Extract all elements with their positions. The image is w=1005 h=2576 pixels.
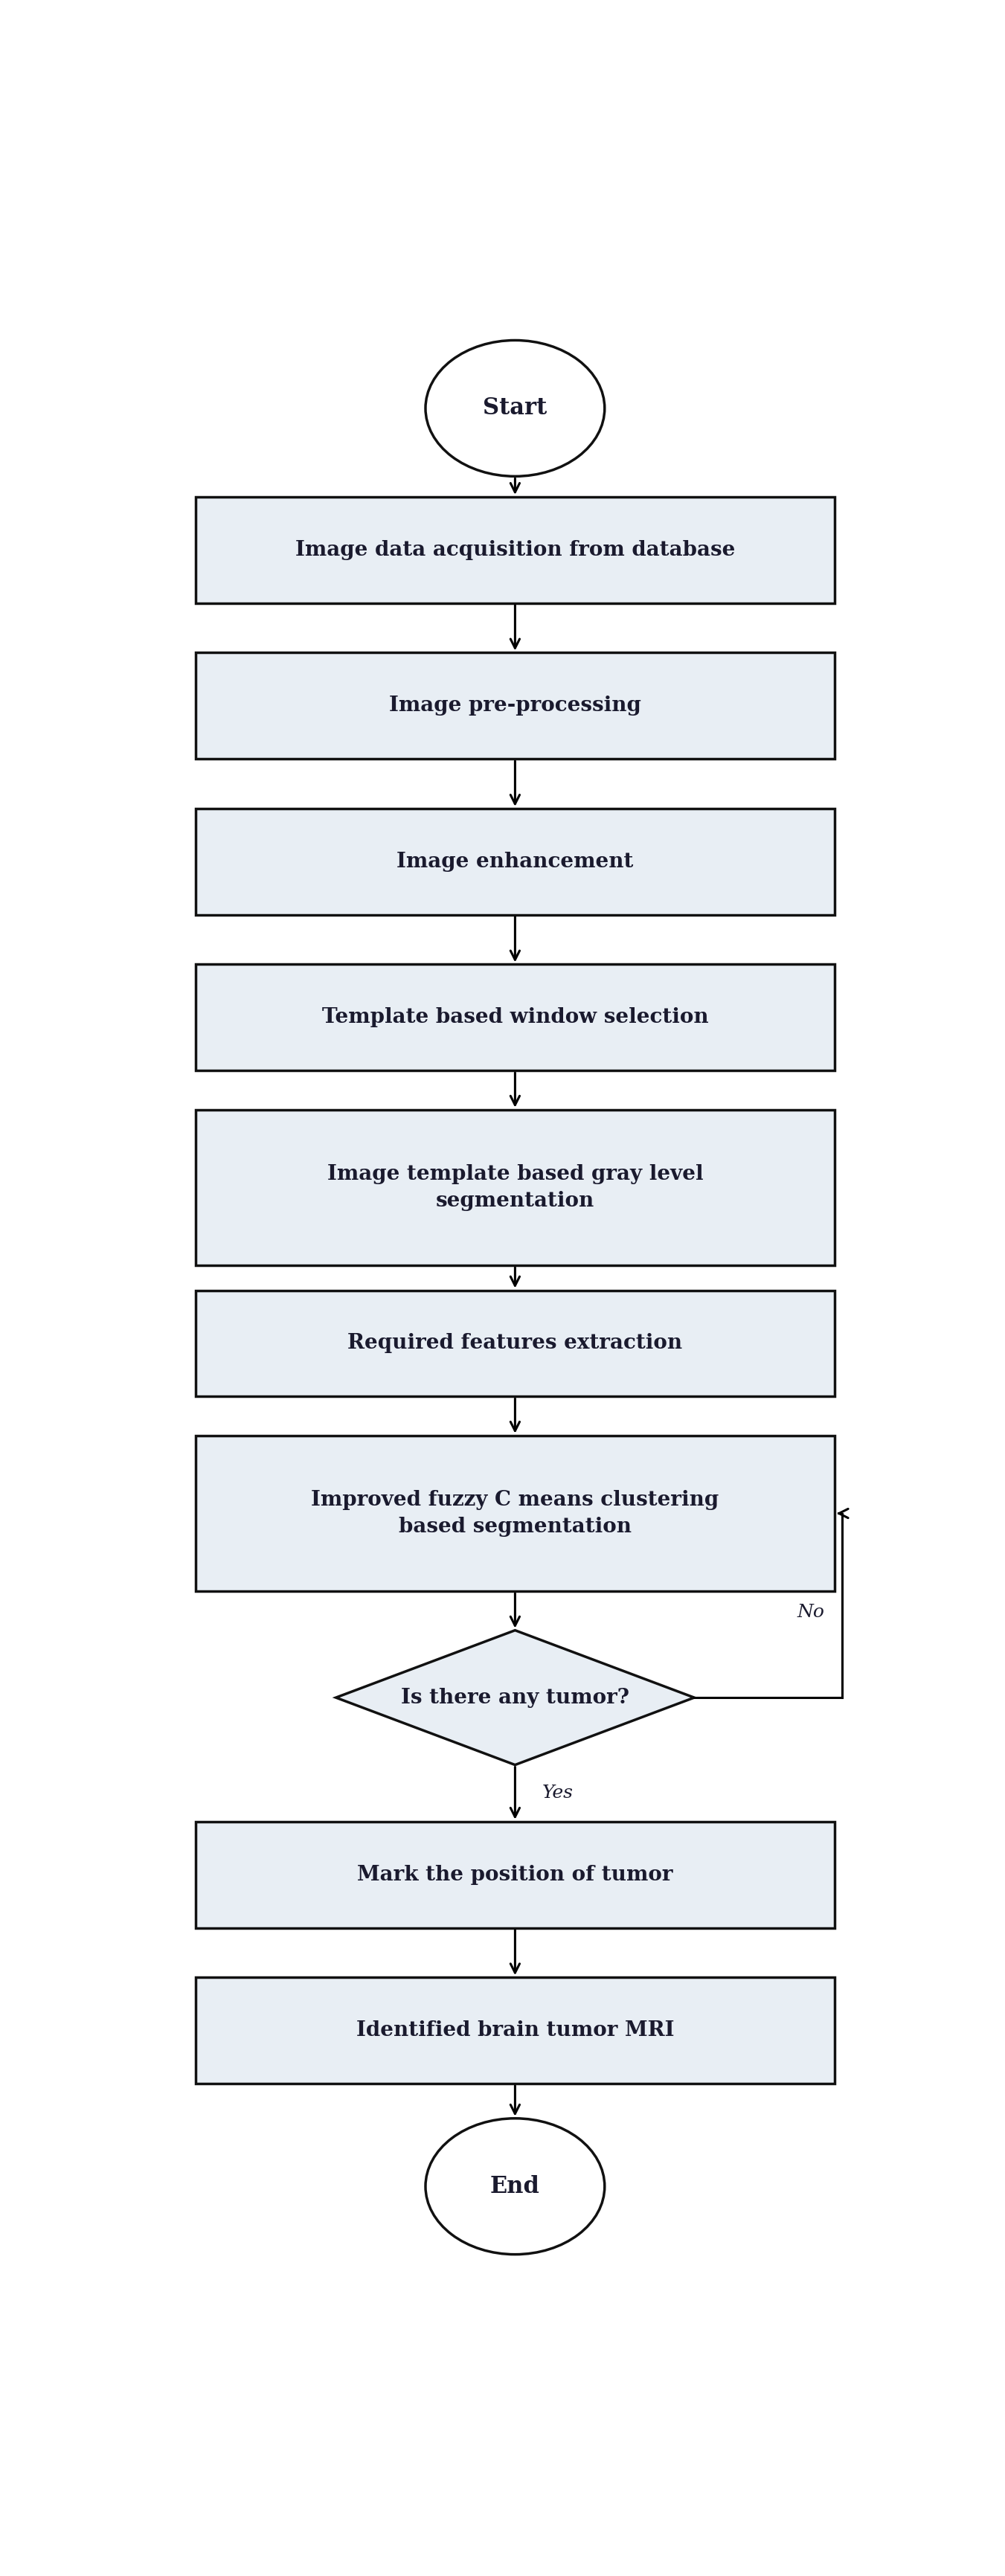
Text: Image data acquisition from database: Image data acquisition from database — [295, 541, 735, 559]
Bar — [196, 1978, 834, 2084]
Ellipse shape — [425, 340, 605, 477]
Text: Is there any tumor?: Is there any tumor? — [401, 1687, 629, 1708]
Bar — [196, 1435, 834, 1592]
Text: Required features extraction: Required features extraction — [348, 1334, 682, 1352]
Text: Template based window selection: Template based window selection — [322, 1007, 709, 1028]
Text: Start: Start — [483, 397, 547, 420]
Polygon shape — [336, 1631, 694, 1765]
Text: Improved fuzzy C means clustering
based segmentation: Improved fuzzy C means clustering based … — [312, 1489, 719, 1538]
Text: Identified brain tumor MRI: Identified brain tumor MRI — [356, 2020, 674, 2040]
Bar — [196, 1291, 834, 1396]
Bar — [196, 1821, 834, 1927]
Bar — [196, 497, 834, 603]
Bar — [196, 963, 834, 1072]
Bar — [196, 1110, 834, 1265]
Text: No: No — [797, 1605, 825, 1620]
Bar — [196, 809, 834, 914]
Text: Mark the position of tumor: Mark the position of tumor — [357, 1865, 673, 1886]
Text: End: End — [490, 2174, 540, 2197]
Text: Image template based gray level
segmentation: Image template based gray level segmenta… — [327, 1164, 703, 1211]
Bar — [196, 652, 834, 760]
Ellipse shape — [425, 2117, 605, 2254]
Text: Yes: Yes — [543, 1785, 574, 1801]
Text: Image enhancement: Image enhancement — [397, 853, 633, 871]
Text: Image pre-processing: Image pre-processing — [389, 696, 641, 716]
